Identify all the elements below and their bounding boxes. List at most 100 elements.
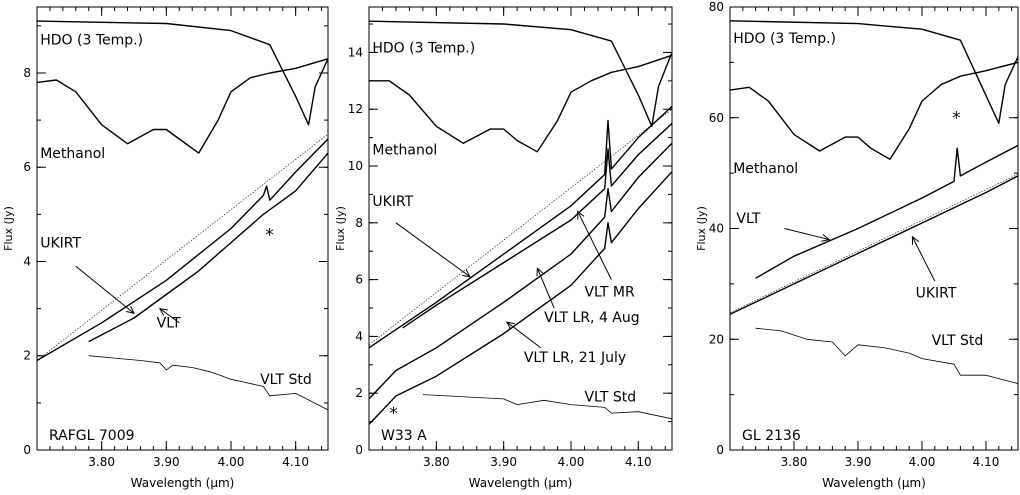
x-tick-label: 4.10 bbox=[973, 455, 1000, 469]
series-line-vlt-std bbox=[422, 394, 673, 420]
y-tick-label: 4 bbox=[23, 254, 31, 268]
y-tick-label: 12 bbox=[348, 102, 363, 116]
x-tick-label: 3.90 bbox=[490, 455, 517, 469]
annotation-arrow bbox=[506, 321, 542, 349]
y-tick-label: 40 bbox=[709, 222, 724, 236]
annotation-label: VLT MR bbox=[584, 285, 635, 301]
series-line-model bbox=[368, 108, 673, 346]
annotation-arrow bbox=[911, 236, 936, 282]
series-line-ukirt bbox=[368, 105, 673, 349]
y-tick-label: 6 bbox=[355, 273, 363, 287]
panel-label: W33 A bbox=[381, 428, 427, 444]
annotation-arrow bbox=[75, 265, 135, 314]
annotation-arrow bbox=[577, 211, 612, 280]
y-tick-label: 60 bbox=[709, 111, 724, 125]
y-tick-label: 80 bbox=[709, 0, 724, 14]
annotation-arrowhead bbox=[462, 269, 471, 278]
y-tick-label: 4 bbox=[355, 329, 363, 343]
series-line-hdo-3-temp bbox=[368, 20, 673, 128]
annotation-arrowhead bbox=[126, 305, 135, 315]
panel-label: GL 2136 bbox=[742, 428, 801, 444]
annotation-label: UKIRT bbox=[372, 194, 413, 210]
y-axis-label: Flux (Jy) bbox=[334, 206, 347, 251]
x-tick-label: 4.10 bbox=[625, 455, 652, 469]
series-line-methanol bbox=[729, 61, 1019, 161]
x-tick-label: 3.80 bbox=[423, 455, 450, 469]
annotation-label: UKIRT bbox=[916, 286, 957, 302]
annotation-label: Methanol bbox=[733, 161, 798, 177]
series-line-vlt-lr-21-july bbox=[368, 171, 673, 425]
annotation-label: HDO (3 Temp.) bbox=[40, 33, 143, 49]
annotation-label: UKIRT bbox=[40, 235, 81, 251]
y-tick-label: 0 bbox=[355, 443, 363, 457]
annotation-arrowhead bbox=[158, 307, 168, 316]
x-tick-label: 3.80 bbox=[88, 455, 115, 469]
y-tick-label: 0 bbox=[23, 443, 31, 457]
x-axis-label: Wavelength (μm) bbox=[822, 476, 926, 490]
annotation-label: VLT Std bbox=[932, 333, 984, 349]
series-line-model bbox=[36, 133, 329, 361]
annotation-arrow bbox=[536, 268, 555, 309]
annotation-label: VLT Std bbox=[584, 390, 636, 406]
annotation-label: VLT LR, 21 July bbox=[524, 350, 626, 366]
annotation-label: VLT bbox=[736, 211, 760, 227]
x-tick-label: 3.90 bbox=[845, 455, 872, 469]
annotation-label: VLT LR, 4 Aug bbox=[544, 310, 640, 326]
chart-panel-3: 3.80 3.90 4.00 4.10 0 20 40 60 80 Wavelength (μm)… bbox=[695, 0, 1019, 490]
y-tick-label: 14 bbox=[348, 45, 363, 59]
series-line-vlt bbox=[755, 144, 1019, 279]
x-axis-label: Wavelength (μm) bbox=[131, 476, 235, 490]
x-tick-label: 4.10 bbox=[282, 455, 309, 469]
series-line-model bbox=[729, 173, 1019, 313]
annotation-label: HDO (3 Temp.) bbox=[733, 31, 836, 47]
series-line-methanol bbox=[369, 54, 673, 153]
annotation-arrowhead bbox=[506, 321, 515, 330]
y-tick-label: 8 bbox=[355, 216, 363, 230]
series-line-vlt bbox=[88, 152, 329, 343]
series-line-vlt-mr bbox=[402, 122, 673, 329]
y-tick-label: 20 bbox=[709, 332, 724, 346]
annotation-label: HDO (3 Temp.) bbox=[372, 40, 475, 56]
plot-frame bbox=[36, 6, 329, 451]
x-tick-label: 4.00 bbox=[909, 455, 936, 469]
series-line-ukirt bbox=[36, 138, 329, 362]
x-axis-label: Wavelength (μm) bbox=[469, 476, 573, 490]
series-line-hdo-3-temp bbox=[729, 20, 1019, 125]
annotation-arrowhead bbox=[536, 267, 544, 277]
annotation-label: Methanol bbox=[40, 146, 105, 162]
annotation-arrow bbox=[159, 308, 180, 324]
y-tick-label: 0 bbox=[716, 443, 724, 457]
x-tick-label: 4.00 bbox=[218, 455, 245, 469]
series-line-ukirt bbox=[729, 175, 1019, 315]
series-line-vlt-std bbox=[88, 355, 329, 411]
annotation-label: VLT bbox=[157, 315, 181, 331]
feature-marker-asterisk: * bbox=[265, 225, 274, 245]
y-tick-label: 6 bbox=[23, 160, 31, 174]
x-tick-label: 4.00 bbox=[558, 455, 585, 469]
y-axis-label: Flux (Jy) bbox=[2, 206, 15, 251]
x-tick-label: 3.80 bbox=[781, 455, 808, 469]
x-tick-label: 3.90 bbox=[153, 455, 180, 469]
annotation-arrowhead bbox=[821, 234, 831, 242]
chart-panel-1: 3.80 3.90 4.00 4.10 0 2 4 6 8 Wavelength (μm) Flux… bbox=[2, 6, 329, 490]
annotation-arrow bbox=[395, 222, 471, 278]
y-axis-label: Flux (Jy) bbox=[695, 206, 708, 251]
series-line-vlt-std bbox=[755, 327, 1019, 384]
chart-panel-2: 3.80 3.90 4.00 4.10 0 2 4 6 8 10 12 14 Wavelength (μ… bbox=[334, 6, 673, 490]
y-tick-label: 2 bbox=[355, 386, 363, 400]
panel-label: RAFGL 7009 bbox=[49, 428, 135, 444]
y-tick-label: 8 bbox=[23, 66, 31, 80]
annotation-label: Methanol bbox=[372, 143, 437, 159]
y-tick-label: 10 bbox=[348, 159, 363, 173]
annotation-arrowhead bbox=[577, 210, 585, 220]
series-line-methanol bbox=[36, 58, 329, 154]
annotation-label: VLT Std bbox=[260, 372, 312, 388]
plot-frame bbox=[368, 6, 673, 451]
annotation-arrowhead bbox=[911, 235, 920, 245]
series-line-vlt-lr-4-aug bbox=[368, 142, 673, 400]
feature-marker-asterisk: * bbox=[389, 404, 398, 424]
y-tick-label: 2 bbox=[23, 349, 31, 363]
annotation-arrow bbox=[784, 228, 830, 241]
feature-marker-asterisk: * bbox=[952, 108, 961, 128]
